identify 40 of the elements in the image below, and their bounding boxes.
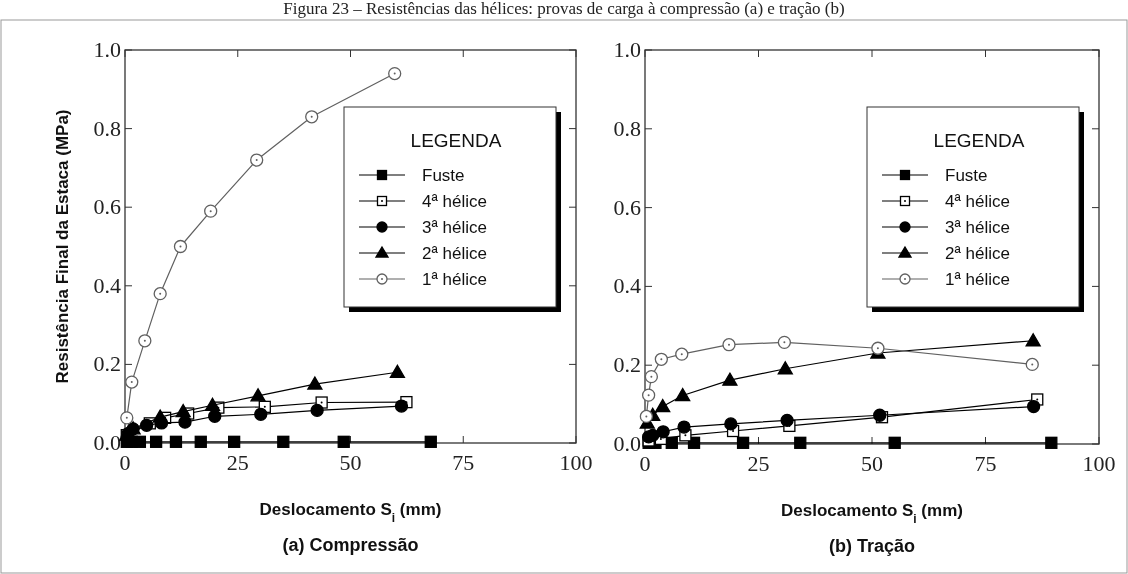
x-tick-label: 0 [639, 451, 651, 476]
x-axis-title: Deslocamento S$_{i}$ (mm) [781, 501, 963, 526]
y-tick-label: 0.6 [613, 194, 641, 220]
text: (a) Compressão [282, 535, 419, 555]
legend-label: Fuste [945, 166, 988, 185]
text: (b) Tração [828, 536, 916, 556]
y-tick-label: 0.0 [93, 430, 121, 455]
x-tick-label: 50 [861, 451, 883, 476]
legend-label: 1ª hélice [945, 270, 1010, 289]
x-tick-label: 50 [339, 450, 362, 475]
x-tick-label: 75 [452, 450, 475, 475]
legend-title: LEGENDA [933, 130, 1025, 151]
y-tick-label: 1.0 [93, 37, 121, 62]
legend-title: LEGENDA [410, 130, 502, 151]
x-tick-label: 25 [226, 450, 249, 475]
legend-label: 3ª hélice [422, 218, 487, 237]
text: Figura 23 – Resistências das hélices: provas de carga à compressão (a) e tração (b) [283, 0, 845, 18]
y-tick-label: 0.2 [613, 352, 641, 378]
legend-label: 2ª hélice [945, 244, 1010, 263]
legend-label: 2ª hélice [422, 244, 487, 263]
x-tick-label: 100 [1082, 451, 1116, 476]
y-tick-label: 0.0 [613, 431, 641, 456]
x-axis-title: Deslocamento S$_{i}$ (mm) [259, 500, 442, 525]
y-tick-label: 0.6 [93, 194, 121, 220]
y-tick-label: 0.2 [93, 351, 121, 377]
y-tick-label: 0.8 [613, 115, 641, 141]
x-tick-label: 100 [559, 450, 593, 475]
legend-label: 1ª hélice [422, 270, 487, 289]
x-tick-label: 0 [119, 450, 131, 475]
legend-label: Fuste [422, 166, 465, 185]
y-axis-title: Resistência Final da Estaca (MPa) [53, 109, 72, 384]
y-tick-label: 0.4 [613, 273, 641, 299]
x-tick-label: 25 [747, 451, 770, 476]
y-tick-label: 0.4 [93, 272, 121, 298]
y-tick-label: 1.0 [613, 37, 641, 62]
legend-label: 3ª hélice [945, 218, 1010, 237]
legend-label: 4ª hélice [422, 192, 487, 211]
x-tick-label: 75 [974, 451, 997, 476]
legend-label: 4ª hélice [945, 192, 1010, 211]
y-tick-label: 0.8 [93, 115, 121, 141]
